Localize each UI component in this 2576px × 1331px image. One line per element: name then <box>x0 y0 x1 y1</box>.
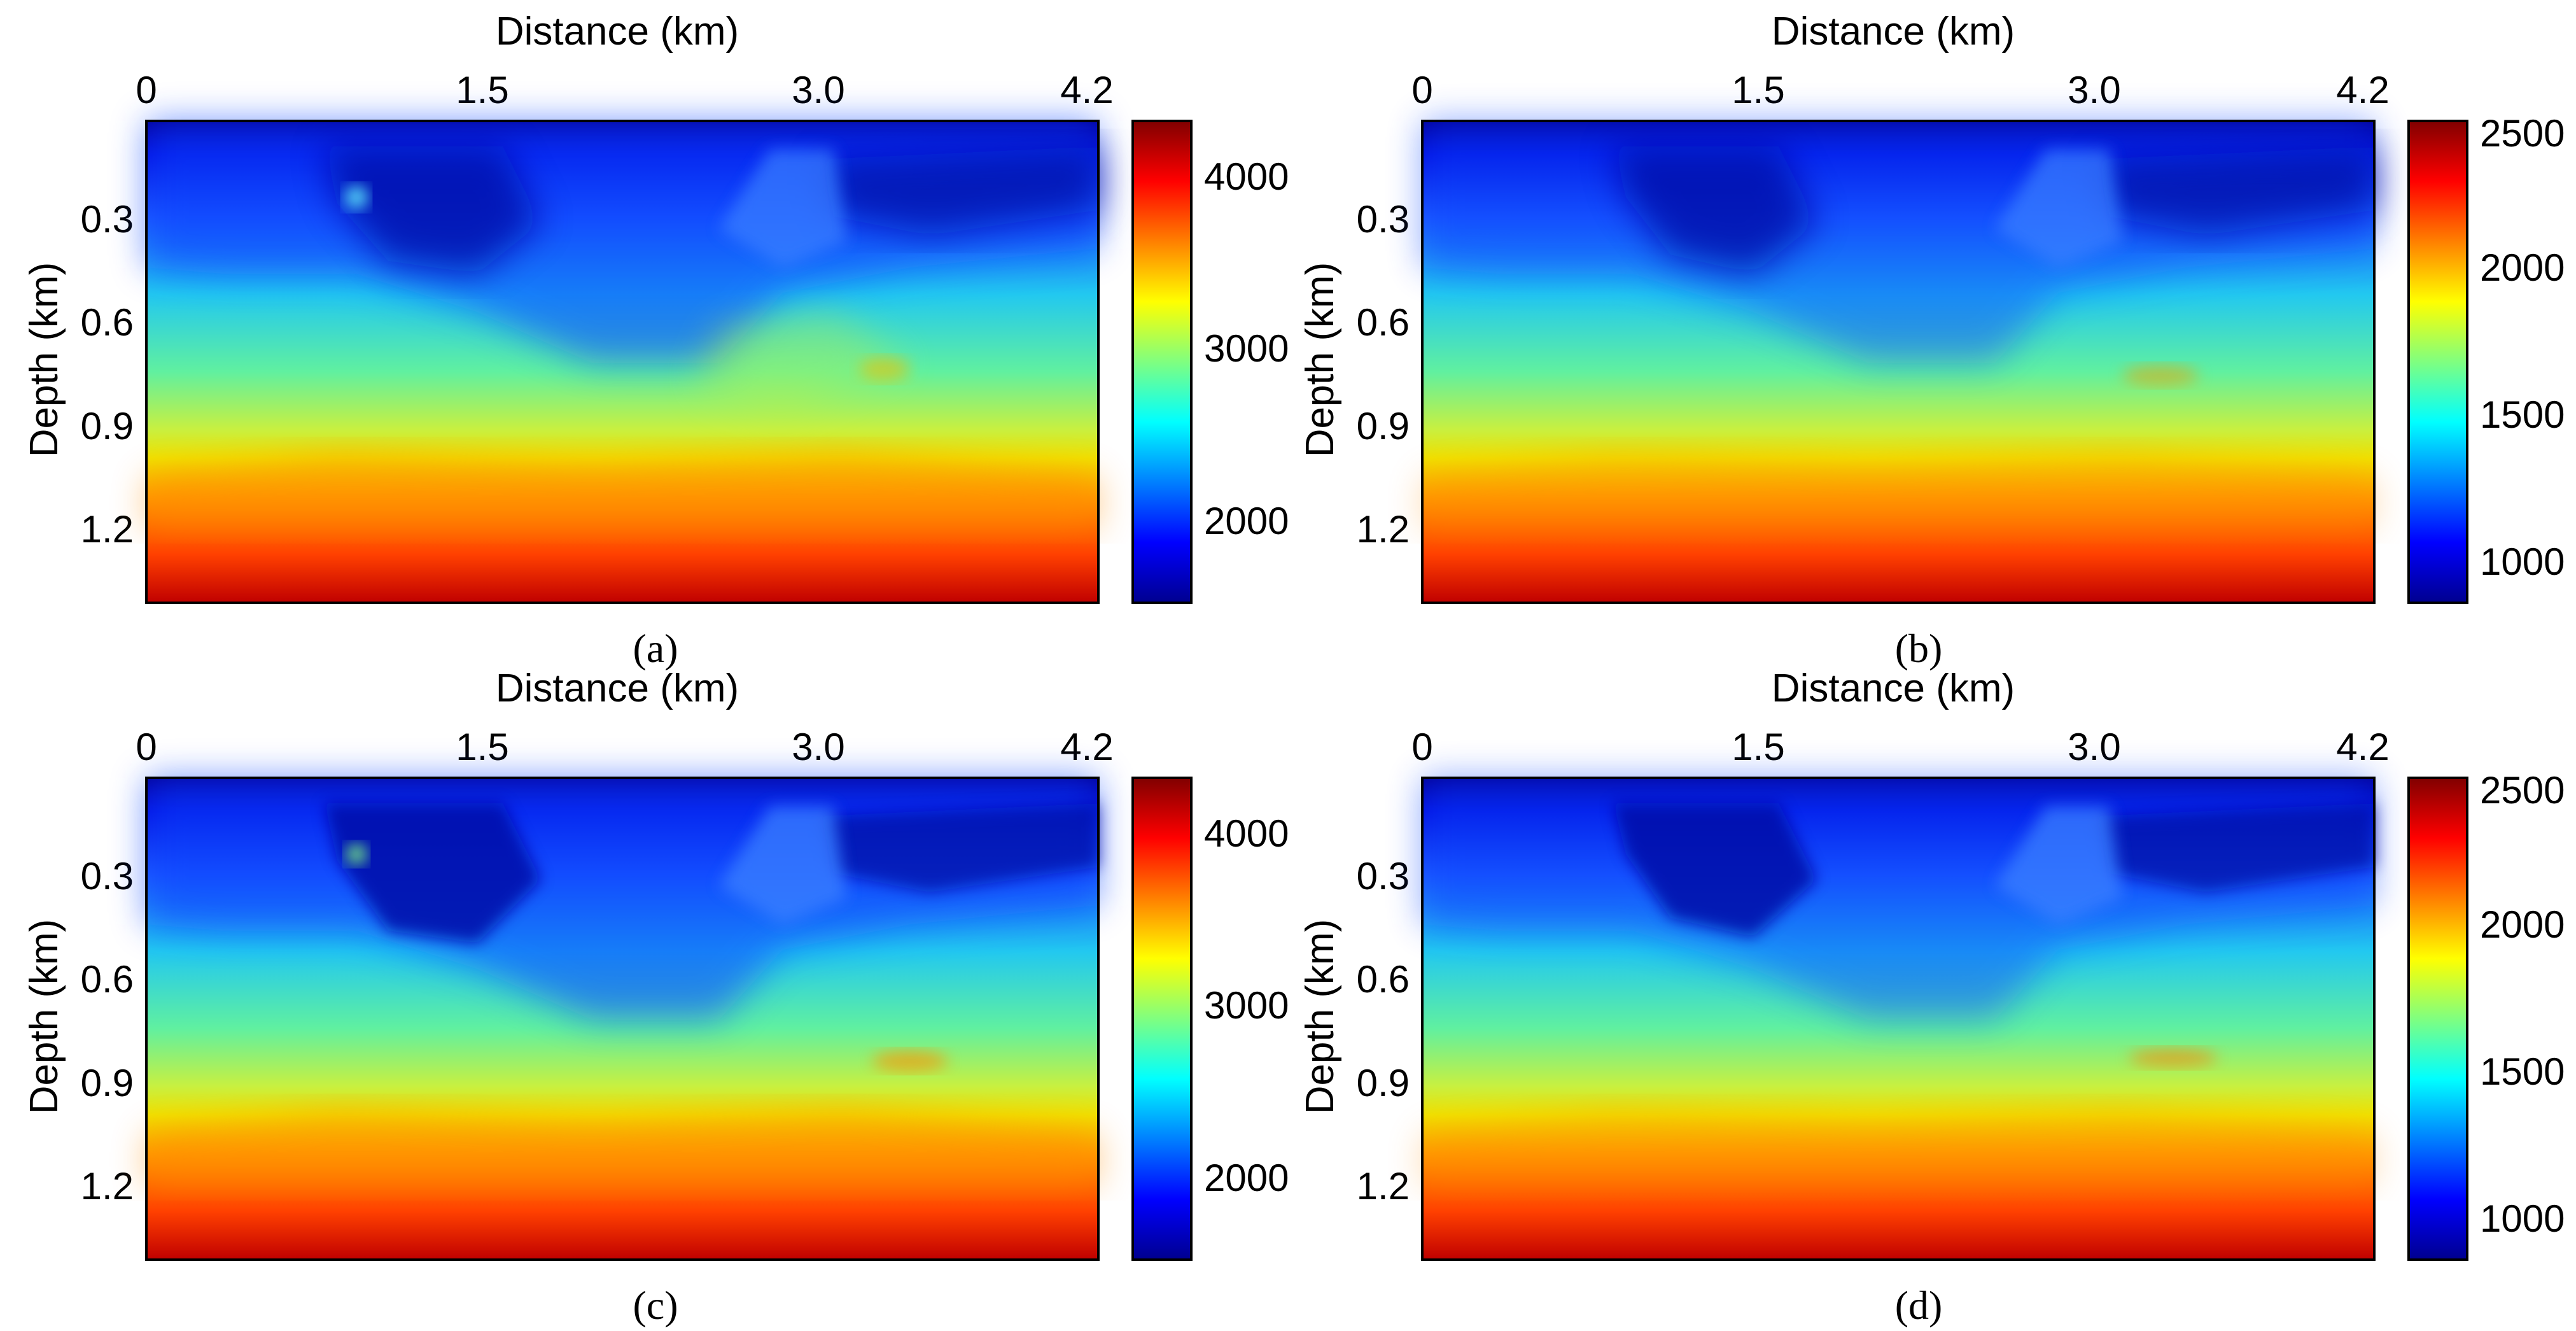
heatmap-image <box>146 778 1098 1260</box>
colorbar-tick-label: 1000 <box>2480 540 2565 583</box>
panel-a: Distance (km) 0 1.5 3.0 4.2 Depth (km) 0… <box>22 10 1289 671</box>
colorbar: 1000 1500 2000 2500 <box>2407 112 2565 604</box>
y-tick-label: 0.9 <box>81 1062 134 1104</box>
x-tick-label: 1.5 <box>1732 69 1784 111</box>
panel-caption: (a) <box>633 626 678 671</box>
y-tick-label: 1.2 <box>81 508 134 551</box>
y-tick-label: 0.6 <box>1357 301 1410 344</box>
plot-frame <box>145 777 1100 1261</box>
panel-b: Distance (km) 0 1.5 3.0 4.2 Depth (km) 0… <box>1298 10 2565 671</box>
heatmap-image <box>1422 121 2374 603</box>
colorbar-tick-label: 2000 <box>1204 500 1289 542</box>
x-tick-label: 3.0 <box>792 69 844 111</box>
y-tick-label: 1.2 <box>81 1165 134 1208</box>
heatmap-image <box>146 121 1098 603</box>
x-tick-label: 0 <box>1411 726 1432 768</box>
x-tick-label: 4.2 <box>1060 69 1113 111</box>
x-tick-label: 3.0 <box>2068 69 2120 111</box>
y-tick-label: 0.9 <box>1357 405 1410 447</box>
y-tick-label: 1.2 <box>1357 508 1410 551</box>
y-tick-label: 0.9 <box>1357 1062 1410 1104</box>
x-tick-label: 4.2 <box>1060 726 1113 768</box>
y-axis-label: Depth (km) <box>22 262 66 458</box>
x-tick-label: 3.0 <box>792 726 844 768</box>
panel-caption: (d) <box>1895 1283 1943 1328</box>
y-tick-label: 0.3 <box>1357 855 1410 898</box>
y-axis-label: Depth (km) <box>22 919 66 1115</box>
colorbar-tick-label: 3000 <box>1204 327 1289 370</box>
y-tick-label: 1.2 <box>1357 1165 1410 1208</box>
x-tick-label: 0 <box>136 726 157 768</box>
y-tick-label: 0.3 <box>81 198 134 241</box>
x-tick-label: 0 <box>136 69 157 111</box>
colorbar-tick-label: 2000 <box>2480 903 2565 946</box>
x-tick-label: 1.5 <box>456 69 508 111</box>
y-tick-label: 0.6 <box>81 301 134 344</box>
colorbar: 1000 1500 2000 2500 <box>2407 769 2565 1261</box>
x-tick-label: 3.0 <box>2068 726 2120 768</box>
y-tick-label: 0.6 <box>1357 958 1410 1001</box>
plot-frame <box>1421 777 2376 1261</box>
plot-frame <box>1421 120 2376 604</box>
colorbar-tick-label: 2000 <box>1204 1157 1289 1199</box>
x-tick-label: 0 <box>1411 69 1432 111</box>
y-tick-label: 0.9 <box>81 405 134 447</box>
y-axis-label: Depth (km) <box>1298 262 1342 458</box>
colorbar-tick-label: 3000 <box>1204 984 1289 1027</box>
x-tick-label: 4.2 <box>2336 726 2389 768</box>
colorbar-tick-label: 1500 <box>2480 393 2565 436</box>
panel-caption: (b) <box>1895 626 1943 671</box>
x-tick-label: 1.5 <box>456 726 508 768</box>
colorbar-tick-label: 1500 <box>2480 1050 2565 1093</box>
colorbar: 2000 3000 4000 <box>1131 777 1289 1261</box>
x-axis-label: Distance (km) <box>1772 10 2015 53</box>
colorbar-tick-label: 2500 <box>2480 112 2565 155</box>
x-axis-label: Distance (km) <box>1772 666 2015 710</box>
x-tick-label: 1.5 <box>1732 726 1784 768</box>
colorbar-tick-label: 2000 <box>2480 246 2565 289</box>
panel-caption: (c) <box>633 1283 678 1328</box>
y-tick-label: 0.3 <box>81 855 134 898</box>
y-axis-label: Depth (km) <box>1298 919 1342 1115</box>
x-tick-label: 4.2 <box>2336 69 2389 111</box>
panel-c: Distance (km) 0 1.5 3.0 4.2 Depth (km) 0… <box>22 666 1289 1328</box>
x-axis-label: Distance (km) <box>496 10 739 53</box>
colorbar: 2000 3000 4000 <box>1131 120 1289 604</box>
y-tick-label: 0.6 <box>81 958 134 1001</box>
plot-frame <box>145 120 1100 604</box>
panel-d: Distance (km) 0 1.5 3.0 4.2 Depth (km) 0… <box>1298 666 2565 1328</box>
x-axis-label: Distance (km) <box>496 666 739 710</box>
colorbar-tick-label: 4000 <box>1204 812 1289 855</box>
colorbar-tick-label: 4000 <box>1204 155 1289 198</box>
colorbar-tick-label: 1000 <box>2480 1197 2565 1240</box>
heatmap-image <box>1422 778 2374 1260</box>
y-tick-label: 0.3 <box>1357 198 1410 241</box>
colorbar-tick-label: 2500 <box>2480 769 2565 812</box>
